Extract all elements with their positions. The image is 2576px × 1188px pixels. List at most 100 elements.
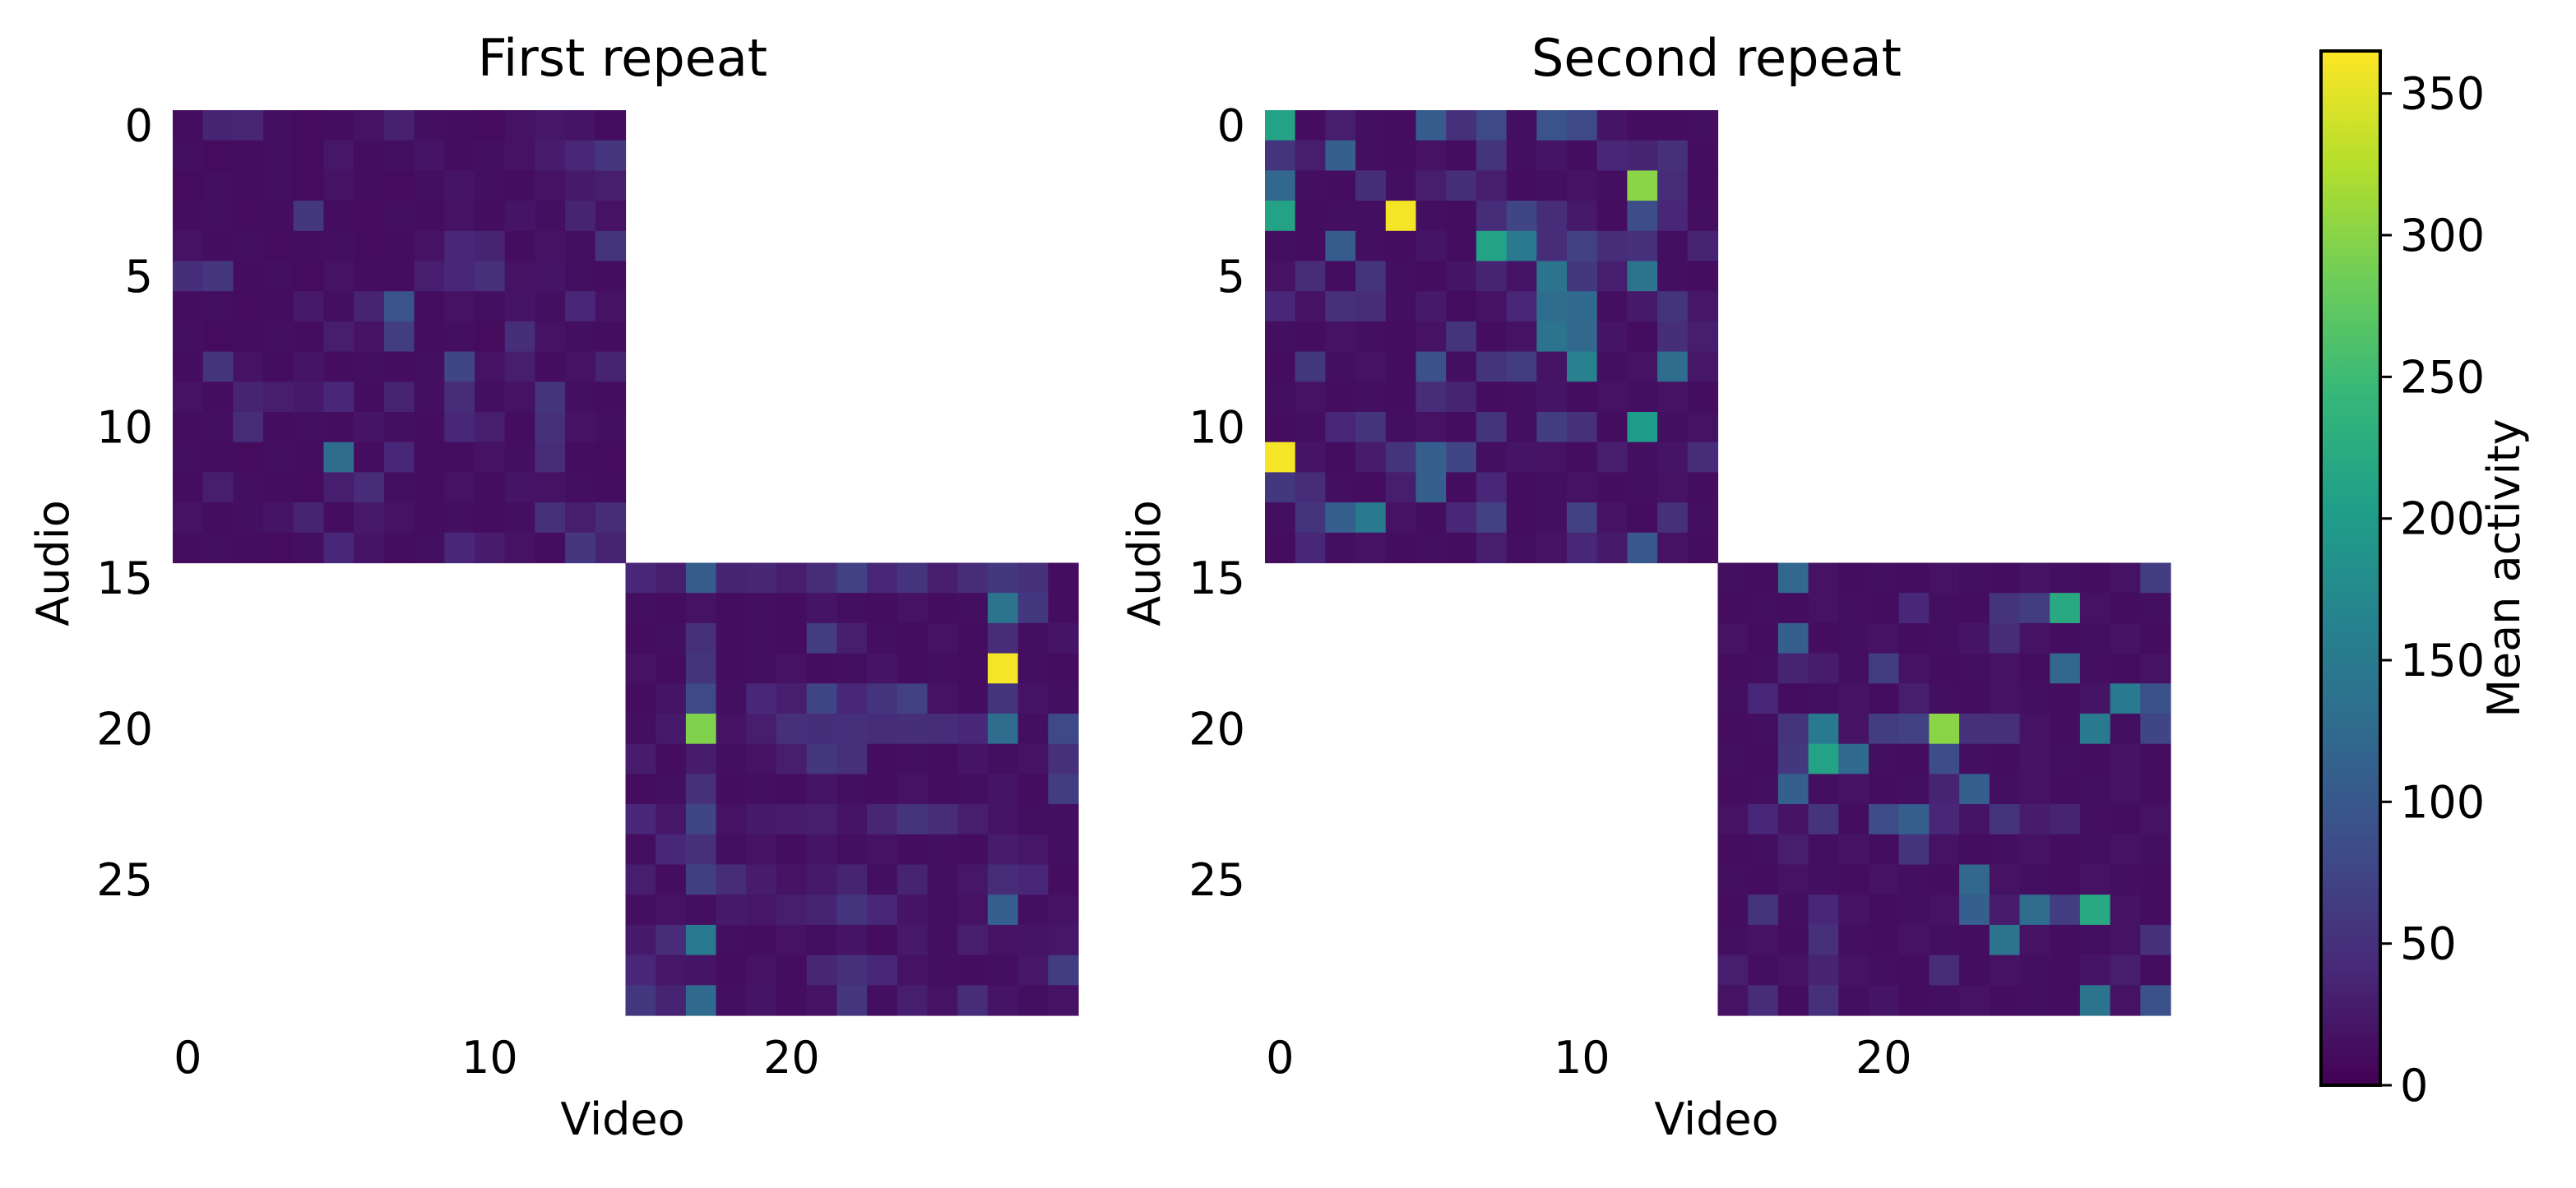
heatmap-cell — [957, 714, 989, 745]
heatmap-cell — [504, 291, 535, 322]
heatmap-cell — [776, 985, 808, 1016]
heatmap-cell — [2019, 622, 2050, 654]
heatmap-cell — [173, 381, 204, 413]
heatmap-cell — [1325, 351, 1356, 382]
heatmap-cell — [1295, 502, 1326, 534]
heatmap-cell — [716, 955, 747, 986]
heatmap-cell — [1325, 441, 1356, 473]
heatmap-cell — [2110, 804, 2141, 835]
heatmap-cell — [1476, 532, 1508, 564]
heatmap-cell — [1687, 230, 1719, 262]
heatmap-cell — [1355, 321, 1387, 353]
heatmap-cell — [656, 714, 687, 745]
heatmap-cell — [504, 381, 535, 413]
heatmap-cell — [1506, 291, 1537, 322]
heatmap-cell — [1657, 140, 1689, 171]
heatmap-cell — [1657, 532, 1689, 564]
heatmap-cell — [1325, 321, 1356, 353]
y-tick-label: 20 — [1188, 703, 1245, 755]
heatmap-cell — [1567, 472, 1598, 503]
heatmap-cell — [987, 985, 1019, 1016]
heatmap-cell — [1898, 622, 1930, 654]
heatmap-cell — [987, 653, 1019, 684]
heatmap-cell — [1898, 562, 1930, 594]
heatmap-cell — [2050, 593, 2081, 624]
heatmap-cell — [263, 230, 294, 262]
heatmap-cell — [1929, 894, 1960, 926]
heatmap-cell — [414, 502, 445, 534]
heatmap-cell — [1838, 683, 1869, 714]
y-tick-label: 10 — [1188, 401, 1245, 453]
heatmap-cell — [173, 441, 204, 473]
heatmap-cell — [1385, 230, 1417, 262]
heatmap-cell — [354, 441, 385, 473]
heatmap-cell — [2050, 774, 2081, 805]
heatmap-cell — [806, 804, 837, 835]
heatmap-cell — [1627, 170, 1658, 201]
heatmap-cell — [685, 924, 717, 956]
heatmap-cell — [625, 562, 656, 594]
heatmap-cell — [323, 321, 354, 353]
heatmap-cell — [1596, 170, 1628, 201]
heatmap-cell — [202, 502, 234, 534]
heatmap-cell — [1415, 321, 1447, 353]
heatmap-cell — [173, 532, 204, 564]
heatmap-cell — [1627, 441, 1658, 473]
heatmap-cell — [1536, 532, 1568, 564]
heatmap-cell — [1355, 532, 1387, 564]
heatmap-cell — [1415, 201, 1447, 232]
heatmap-cell — [1017, 743, 1049, 774]
colorbar-tick-label: 250 — [2400, 351, 2485, 403]
heatmap-cell — [2019, 653, 2050, 684]
heatmap-cell — [1596, 291, 1628, 322]
heatmap-cell — [836, 864, 868, 895]
heatmap-cell — [263, 441, 294, 473]
heatmap-cell — [1869, 653, 1900, 684]
heatmap-cell — [1355, 291, 1387, 322]
heatmap-cell — [1777, 562, 1809, 594]
heatmap-cell — [1385, 201, 1417, 232]
heatmap-cell — [383, 291, 415, 322]
heatmap-cell — [1687, 351, 1719, 382]
heatmap-cell — [1989, 804, 2021, 835]
heatmap-cell — [2050, 653, 2081, 684]
heatmap-cell — [1295, 140, 1326, 171]
heatmap-cell — [2019, 864, 2050, 895]
heatmap-cell — [867, 653, 898, 684]
heatmap-cell — [836, 804, 868, 835]
heatmap-cell — [1265, 170, 1296, 201]
heatmap-cell — [1808, 924, 1839, 956]
heatmap-cell — [1506, 412, 1537, 443]
heatmap-cell — [383, 351, 415, 382]
heatmap-cell — [354, 230, 385, 262]
heatmap-cell — [1017, 894, 1049, 926]
heatmap-cell — [867, 683, 898, 714]
heatmap-cell — [776, 834, 808, 866]
heatmap-cell — [867, 985, 898, 1016]
heatmap-cell — [1596, 351, 1628, 382]
heatmap-cell — [1446, 412, 1477, 443]
heatmap-cell — [1748, 834, 1779, 866]
heatmap-cell — [1869, 622, 1900, 654]
heatmap-cell — [1838, 774, 1869, 805]
heatmap-cell — [1989, 714, 2021, 745]
heatmap-cell — [716, 774, 747, 805]
heatmap-cell — [2019, 804, 2050, 835]
heatmap-cell — [1536, 351, 1568, 382]
heatmap-cell — [656, 985, 687, 1016]
heatmap-cell — [414, 321, 445, 353]
heatmap-cell — [1869, 955, 1900, 986]
heatmap-cell — [987, 683, 1019, 714]
heatmap-cell — [1808, 562, 1839, 594]
heatmap-cell — [323, 441, 354, 473]
heatmap-cell — [263, 110, 294, 141]
heatmap-cell — [1717, 864, 1749, 895]
heatmap-cell — [1385, 321, 1417, 353]
heatmap-cell — [173, 261, 204, 292]
heatmap-cell — [1476, 472, 1508, 503]
heatmap-cell — [1567, 170, 1598, 201]
heatmap-cell — [233, 110, 264, 141]
heatmap-cell — [1898, 683, 1930, 714]
heatmap-cell — [2079, 864, 2111, 895]
heatmap-cell — [1385, 441, 1417, 473]
